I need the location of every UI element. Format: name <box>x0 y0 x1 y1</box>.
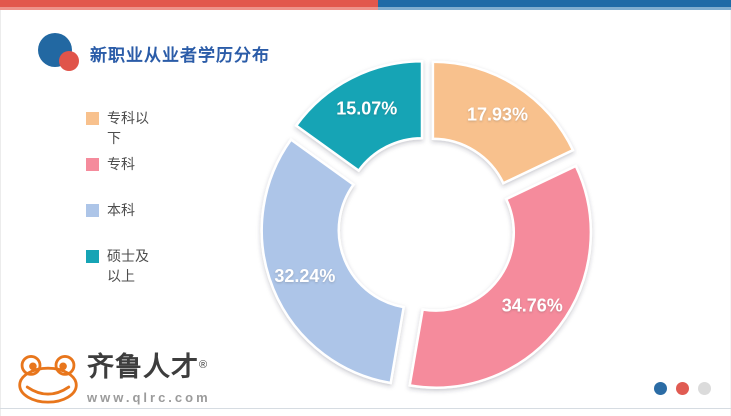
slice-label: 15.07% <box>336 99 397 119</box>
title-bullet-small-circle <box>59 51 79 71</box>
bottom-border <box>0 408 731 409</box>
legend-swatch <box>86 250 99 263</box>
pagination-dot <box>654 382 667 395</box>
legend-label: 硕士及以上 <box>107 248 149 284</box>
legend: 专科以下专科本科硕士及以上 <box>86 108 155 292</box>
logo-text-block: 齐鲁人才® www.qlrc.com <box>87 352 211 405</box>
registered-mark: ® <box>199 359 208 371</box>
top-accent-bar-red <box>0 0 378 10</box>
slice-label: 32.24% <box>274 266 335 286</box>
top-accent-bar <box>0 0 731 10</box>
qlrc-logo: 齐鲁人才® www.qlrc.com <box>15 352 211 405</box>
slice-label: 34.76% <box>502 296 563 316</box>
legend-item: 硕士及以上 <box>86 246 155 292</box>
pagination-dot <box>676 382 689 395</box>
title-bullet-icon <box>38 33 94 73</box>
logo-brand-text: 齐鲁人才 <box>87 352 199 382</box>
legend-item: 本科 <box>86 200 155 246</box>
legend-label: 专科以下 <box>107 110 149 146</box>
legend-label: 本科 <box>107 202 135 218</box>
logo-website-text: www.qlrc.com <box>87 390 211 405</box>
legend-item: 专科 <box>86 154 155 200</box>
legend-swatch <box>86 112 99 125</box>
donut-slice-labels: 17.93% 34.76% 32.24% 15.07% <box>274 99 562 316</box>
legend-label: 专科 <box>107 156 135 172</box>
slice-label: 17.93% <box>467 104 528 124</box>
donut-slice-本科 <box>260 137 406 385</box>
legend-swatch <box>86 158 99 171</box>
donut-slice-专科 <box>408 164 593 389</box>
frog-icon <box>18 354 78 404</box>
pagination-dot <box>698 382 711 395</box>
top-accent-bar-blue <box>378 0 731 10</box>
donut-slices <box>260 59 593 389</box>
donut-slice-硕士及以上 <box>294 59 424 173</box>
page-title: 新职业从业者学历分布 <box>90 46 270 65</box>
legend-item: 专科以下 <box>86 108 155 154</box>
legend-swatch <box>86 204 99 217</box>
pagination-dots <box>654 382 711 395</box>
donut-slice-专科以下 <box>431 60 575 185</box>
